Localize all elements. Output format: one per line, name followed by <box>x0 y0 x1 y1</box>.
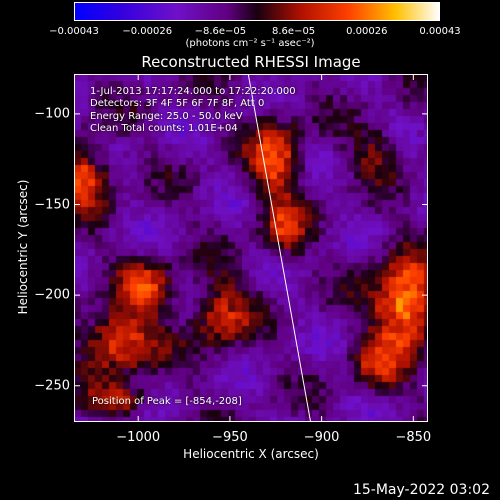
time-range-annotation: 1-Jul-2013 17:17:24.000 to 17:22:20.000 <box>90 86 296 97</box>
footer-date: 15-May-2022 03:02 <box>352 482 490 498</box>
energy-annotation: Energy Range: 25.0 - 50.0 keV <box>90 111 243 122</box>
solar-limb-line <box>247 74 312 422</box>
colorbar-tick-label: −0.00043 <box>49 26 99 37</box>
y-axis-label: Heliocentric Y (arcsec) <box>16 179 30 315</box>
colorbar-tick-label: 8.6e−05 <box>272 26 316 37</box>
axis-tick-marks <box>74 74 428 422</box>
y-tick-label: −250 <box>34 378 70 394</box>
detectors-annotation: Detectors: 3F 4F 5F 6F 7F 8F, Att 0 <box>90 98 265 109</box>
y-tick-label: −100 <box>34 106 70 122</box>
peak-annotation: Position of Peak = [-854,-208] <box>92 396 242 407</box>
y-tick-label: −150 <box>34 197 70 212</box>
x-tick-label: −950 <box>212 430 248 445</box>
x-tick-label: −850 <box>395 430 432 445</box>
colorbar-unit-label: (photons cm⁻² s⁻¹ asec⁻²) <box>185 38 315 49</box>
colorbar-tick-label: −0.00026 <box>122 26 173 37</box>
x-tick-label: −900 <box>303 430 340 445</box>
colorbar <box>74 2 440 21</box>
colorbar-tick-label: −8.6e−05 <box>194 26 247 37</box>
clean-annotation: Clean Total counts: 1.01E+04 <box>90 123 238 134</box>
heatmap-image <box>74 74 428 422</box>
chart-title: Reconstructed RHESSI Image <box>141 53 361 71</box>
colorbar-tick-label: 0.00043 <box>419 26 461 37</box>
colorbar-tick-label: 0.00026 <box>346 26 388 37</box>
x-axis-label: Heliocentric X (arcsec) <box>183 447 319 461</box>
plot-area: 1-Jul-2013 17:17:24.000 to 17:22:20.000 … <box>74 74 428 422</box>
y-tick-label: −200 <box>34 287 70 303</box>
x-tick-label: −1000 <box>116 430 161 445</box>
overlay <box>247 74 312 422</box>
